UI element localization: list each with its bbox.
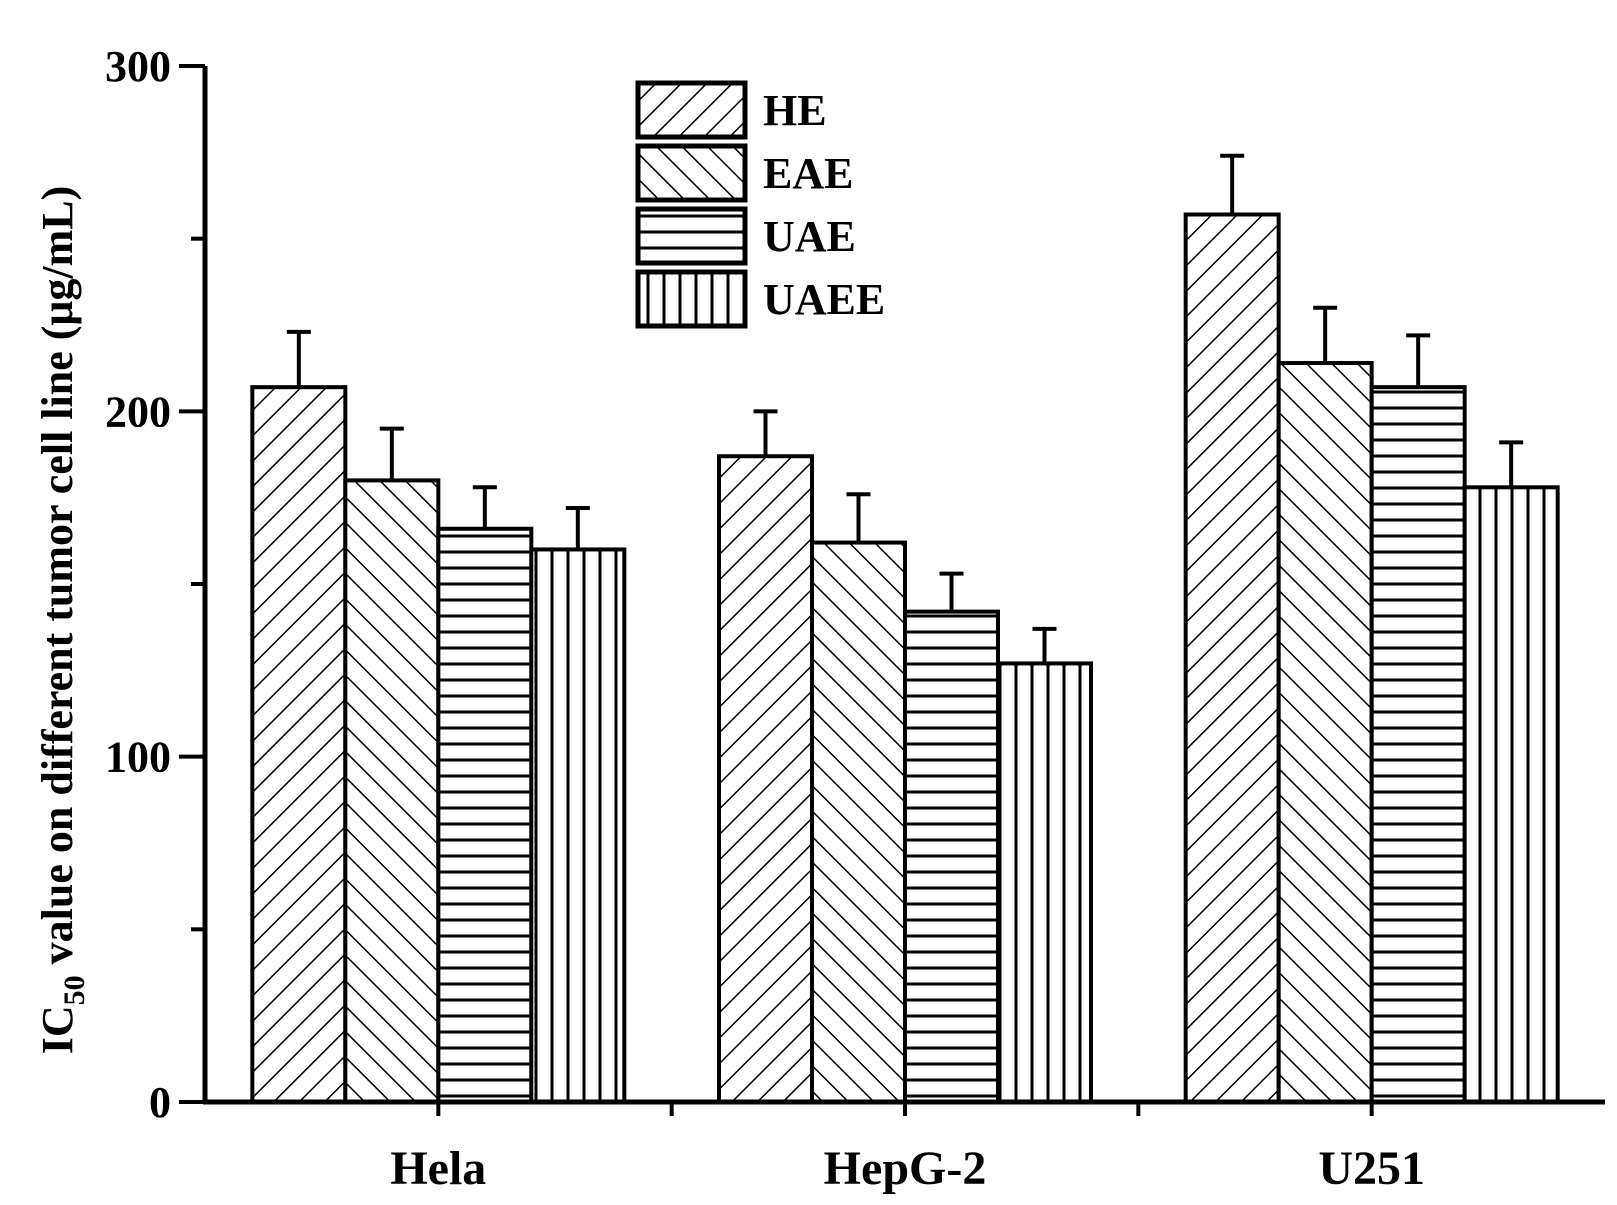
y-tick-label: 300 [105, 42, 171, 91]
bar-uaee-hepg-2 [996, 661, 1093, 1105]
axes-layer: Hela HepG-2 U251 0 100 200 300 [105, 42, 1605, 1195]
legend-swatch-eae [635, 143, 748, 203]
bar-uaee-u251 [1462, 485, 1560, 1105]
bar-eae-u251 [1276, 360, 1374, 1104]
y-tick-label: 100 [105, 733, 171, 782]
legend-label-uae: UAE [763, 212, 856, 261]
x-tick-label: HepG-2 [824, 1142, 987, 1195]
legend-swatch-uae [635, 206, 748, 266]
bars-layer [250, 212, 1560, 1105]
bar-eae-hepg-2 [810, 540, 907, 1104]
bar-he-hela [250, 385, 348, 1105]
bar-he-u251 [1183, 212, 1281, 1104]
svg-text:IC50 value on different tumor: IC50 value on different tumor cell line … [33, 186, 91, 1054]
y-axis-title-rest: value on different tumor cell line (μg/m… [33, 186, 82, 976]
x-tick-label: U251 [1318, 1142, 1425, 1195]
y-axis-title-subscript: 50 [58, 975, 91, 1005]
y-axis-title-main: IC [33, 1005, 82, 1054]
bar-uae-u251 [1369, 385, 1467, 1105]
bar-uae-hela [436, 526, 534, 1104]
bar-eae-hela [343, 478, 441, 1104]
y-tick-label: 200 [105, 387, 171, 436]
legend-label-he: HE [763, 86, 827, 135]
legend: HE EAE UAE UAEE [635, 80, 885, 329]
y-axis-title: IC50 value on different tumor cell line … [33, 186, 91, 1054]
bar-he-hepg-2 [717, 454, 814, 1104]
error-bars-layer [286, 153, 1524, 664]
legend-swatch-uaee [635, 269, 748, 329]
legend-label-eae: EAE [763, 149, 853, 198]
bar-uaee-hela [529, 547, 627, 1104]
x-tick-label: Hela [390, 1142, 486, 1195]
bar-uae-hepg-2 [903, 609, 1000, 1104]
legend-swatch-he [635, 80, 748, 140]
legend-label-uaee: UAEE [763, 275, 885, 324]
y-tick-label: 0 [149, 1078, 171, 1127]
